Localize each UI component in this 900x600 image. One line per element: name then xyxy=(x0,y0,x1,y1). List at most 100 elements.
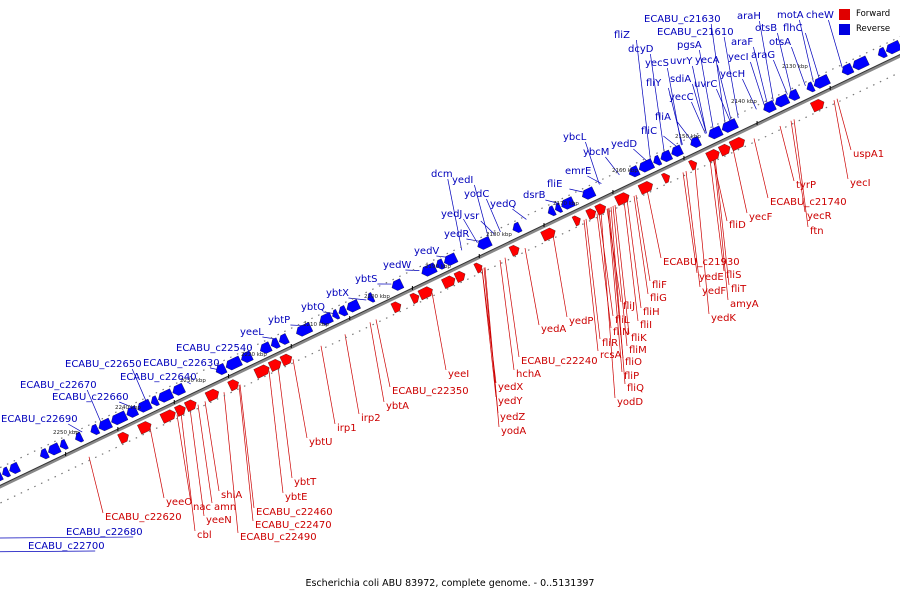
leader-line-flia xyxy=(677,121,692,141)
reverse-gene-arrow xyxy=(721,118,739,133)
leader-line-yeei xyxy=(431,292,447,371)
forward-gene-label-yedz: yedZ xyxy=(500,412,525,423)
reverse-gene-arrow xyxy=(137,398,153,413)
leader-line-fliz xyxy=(636,39,651,161)
leader-line-tyrp xyxy=(779,125,795,182)
scale-tick-label: 2190 kbp xyxy=(425,264,451,270)
forward-gene-arrow xyxy=(810,99,825,113)
leader-line-ecabu-c22680 xyxy=(0,536,134,539)
forward-gene-label-flij: fliJ xyxy=(623,301,635,312)
reverse-gene-label-otsb: otsB xyxy=(755,23,777,34)
reverse-gene-arrow xyxy=(225,355,243,371)
reverse-gene-label-arag: araG xyxy=(751,50,775,61)
reverse-gene-arrow xyxy=(512,221,523,233)
leader-line-yeeo xyxy=(149,427,165,499)
forward-gene-arrow xyxy=(227,379,239,392)
leader-line-dsrb xyxy=(545,199,560,204)
leader-line-ecabu-c21740 xyxy=(753,138,769,199)
leader-line-ecabu-c22470 xyxy=(238,384,254,522)
forward-gene-label-ybta: ybtA xyxy=(386,401,409,412)
forward-gene-label-rcsa: rcsA xyxy=(600,350,622,361)
forward-gene-label-nac: nac xyxy=(193,502,211,513)
leader-line-yecf xyxy=(732,148,748,214)
forward-gene-arrow xyxy=(137,421,152,435)
reverse-gene-arrow xyxy=(98,417,113,432)
leader-line-flif xyxy=(635,194,651,282)
reverse-gene-arrow xyxy=(477,235,493,250)
scale-tick-label: 2130 kbp xyxy=(782,64,808,70)
forward-gene-label-flih: fliH xyxy=(643,307,660,318)
reverse-gene-arrow xyxy=(260,341,273,354)
forward-gene-label-flis: fliS xyxy=(726,270,741,281)
forward-gene-label-yeei: yeeI xyxy=(448,369,469,380)
leader-line-fliy xyxy=(668,87,683,145)
reverse-gene-arrow xyxy=(150,395,160,407)
leader-line-yedf xyxy=(685,170,701,288)
forward-gene-label-flif: fliF xyxy=(652,280,667,291)
leader-line-pgsa xyxy=(699,49,714,130)
forward-gene-arrow xyxy=(585,208,597,220)
reverse-gene-arrow xyxy=(555,202,564,213)
forward-gene-label-flil: fliL xyxy=(615,315,630,326)
reverse-gene-label-yecc: yecC xyxy=(669,92,694,103)
forward-gene-label-cbl: cbl xyxy=(197,530,212,541)
reverse-gene-label-ybtq: ybtQ xyxy=(301,302,325,313)
leader-line-ecabu-c22350 xyxy=(375,319,391,388)
forward-gene-label-ecabu-c22350: ECABU_c22350 xyxy=(392,386,469,397)
reverse-gene-label-dsrb: dsrB xyxy=(523,190,546,201)
leader-line-cbl xyxy=(180,412,196,532)
gene-track xyxy=(0,39,900,482)
leader-line-hcha xyxy=(499,260,515,371)
leader-line-fliq xyxy=(610,206,626,385)
forward-guide-track xyxy=(0,36,900,469)
forward-gene-label-flid: fliD xyxy=(729,220,746,231)
reverse-gene-label-ecabu-c21610: ECABU_c21610 xyxy=(657,27,734,38)
reverse-gene-label-yech: yecH xyxy=(720,69,745,80)
forward-gene-label-flio: fliO xyxy=(625,357,642,368)
leader-line-yodc xyxy=(486,198,501,233)
reverse-gene-arrow xyxy=(270,337,281,349)
leader-line-ybta xyxy=(369,322,385,403)
leader-line-yedr xyxy=(466,238,481,242)
reverse-gene-arrow xyxy=(172,382,186,396)
reverse-gene-arrow xyxy=(59,439,69,450)
reverse-gene-label-yeca: yecA xyxy=(695,55,720,66)
forward-gene-arrow xyxy=(571,215,581,227)
scale-ticks: 2130 kbp 2140 kbp 2150 kbp 2160 kbp 2170 kbp… xyxy=(53,64,831,456)
reverse-gene-arrow xyxy=(421,262,438,277)
forward-gene-label-flin: fliN xyxy=(613,327,630,338)
leader-line-yedk xyxy=(694,166,710,315)
forward-swatch xyxy=(839,8,850,20)
leader-line-ybtu xyxy=(292,359,308,439)
leader-line-amn xyxy=(197,404,213,504)
leader-line-araf xyxy=(753,46,768,105)
forward-gene-label-flig: fliG xyxy=(650,293,667,304)
reverse-gene-arrow xyxy=(628,165,641,178)
reverse-gene-arrow xyxy=(75,431,84,443)
forward-gene-arrow xyxy=(594,203,606,216)
leader-line-nac xyxy=(176,414,192,504)
reverse-gene-arrow xyxy=(841,62,855,76)
reverse-gene-label-yodc: yodC xyxy=(464,189,489,200)
reverse-gene-label-emre: emrE xyxy=(565,166,591,177)
forward-gene-arrow xyxy=(637,181,653,195)
reverse-gene-label-yedw: yedW xyxy=(383,260,411,271)
reverse-gene-arrow xyxy=(346,299,361,313)
leader-line-ecabu-c22660 xyxy=(119,401,134,408)
reverse-gene-label-otsa: otsA xyxy=(769,37,791,48)
forward-gene-label-yede: yedE xyxy=(699,272,724,283)
reverse-gene-label-ecabu-c22640: ECABU_c22640 xyxy=(120,372,197,383)
leader-line-ecabu-c22700 xyxy=(0,550,96,553)
forward-gene-label-ybtu: ybtU xyxy=(309,437,333,448)
leader-line-yedq xyxy=(512,208,527,220)
forward-gene-label-flit: fliT xyxy=(731,284,747,295)
reverse-gene-arrow xyxy=(338,305,349,317)
reverse-gene-label-flie: fliE xyxy=(547,179,562,190)
forward-gene-arrow xyxy=(661,172,670,184)
reverse-gene-arrow xyxy=(279,333,290,345)
forward-gene-label-irp1: irp1 xyxy=(337,423,357,434)
leader-line-ybtt xyxy=(277,366,293,479)
leader-line-yeen xyxy=(189,408,205,517)
